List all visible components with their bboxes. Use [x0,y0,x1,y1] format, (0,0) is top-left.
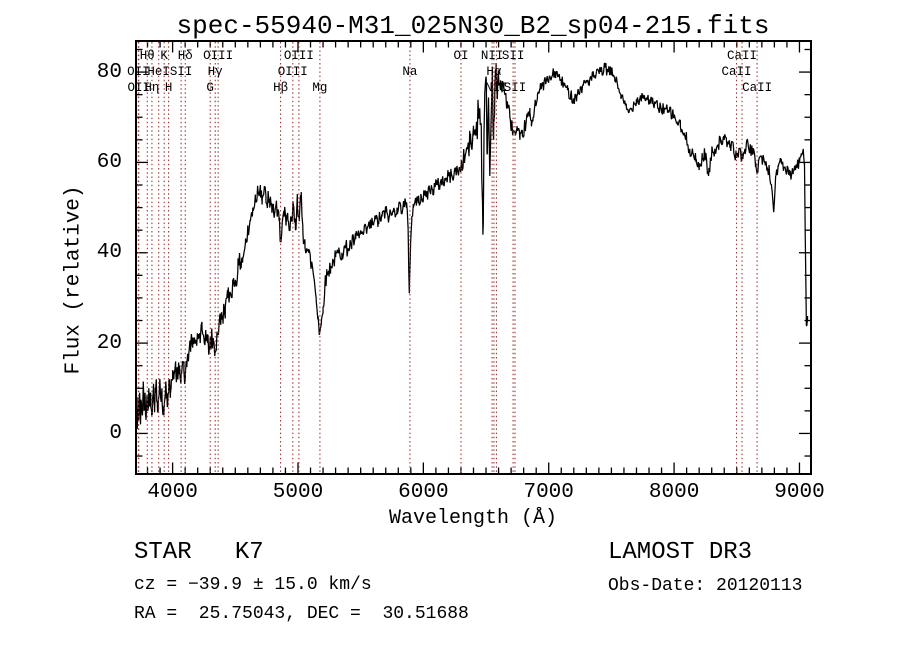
line-label-h: H [164,81,173,95]
x-tick-4000: 4000 [147,481,198,504]
line-label-nii: NII [485,81,508,95]
line-label-oi: OI [453,49,469,63]
x-tick-5000: 5000 [272,481,324,504]
y-tick-40: 40 [96,241,122,265]
axes-frame [135,40,812,475]
line-label-nii: NII [480,49,504,63]
line-label-sii: SII [169,65,193,79]
line-label-oii: OII [127,81,151,95]
line-label-na: Na [402,65,418,79]
line-label-oii: OII [127,65,150,79]
x-tick-9000: 9000 [774,481,825,504]
x-axis-label: Wavelength (Å) [388,507,558,530]
line-label-sii: SII [503,81,527,95]
line-label-g: G [206,81,214,95]
y-tick-0: 0 [109,421,122,445]
plot-area: OII OII Hθ Hη HeI K H SII Hδ G Hγ OIII Hβ OIII OIII Mg N… [127,40,812,475]
line-label-h: Hγ [207,65,223,79]
line-label-caii: CaII [721,65,752,79]
obs-date-text: Obs-Date: 20120113 [608,576,803,596]
classification-text: STAR K7 [134,539,264,566]
y-tick-80: 80 [96,60,122,84]
line-label-h: Hη [144,81,160,95]
line-label-h: Hδ [177,49,193,63]
y-tick-20: 20 [96,331,122,355]
survey-release-text: LAMOST DR3 [608,539,753,566]
line-label-caii: CaII [726,49,758,63]
x-tick-6000: 6000 [398,481,449,504]
spectral-line-markers [137,42,758,473]
x-tick-8000: 8000 [648,481,700,504]
line-label-h: Hα [486,65,502,79]
line-label-oiii: OIII [203,49,234,63]
line-label-oiii: OIII [283,49,314,63]
line-label-mg: Mg [312,81,328,95]
line-label-caii: CaII [742,81,773,95]
line-label-h: Hθ [139,49,155,63]
plot-title: spec-55940-M31_025N30_B2_sp04-215.fits [176,11,770,41]
spectrum-canvas [135,40,812,475]
y-tick-60: 60 [96,150,122,174]
x-tick-7000: 7000 [523,481,574,504]
spectrum-trace [135,62,809,452]
line-label-k: K [160,49,168,63]
coordinates-text: RA = 25.75043, DEC = 30.51688 [134,604,469,624]
line-label-oiii: OIII [277,65,308,79]
axis-ticks [137,42,810,473]
line-label-h: Hβ [273,81,289,95]
line-label-sii: SII [501,49,525,63]
line-label-hei: HeI [147,65,170,79]
radial-velocity-text: cz = −39.9 ± 15.0 km/s [134,575,372,595]
